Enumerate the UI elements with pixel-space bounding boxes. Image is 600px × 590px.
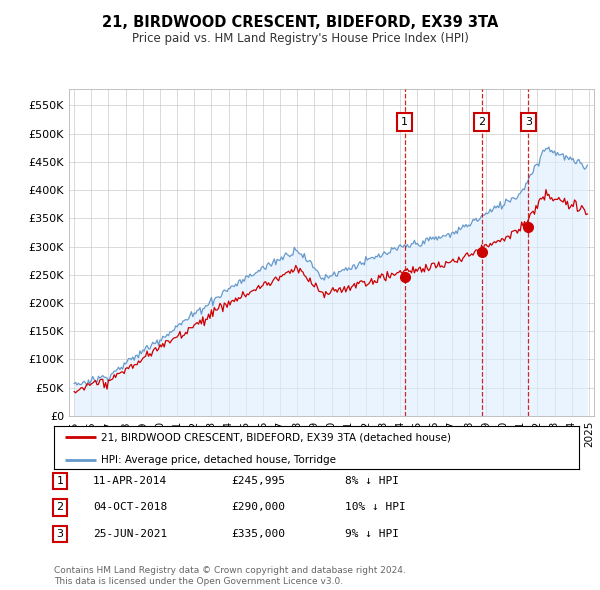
Text: 25-JUN-2021: 25-JUN-2021 (93, 529, 167, 539)
Text: 10% ↓ HPI: 10% ↓ HPI (345, 503, 406, 512)
Text: 3: 3 (56, 529, 64, 539)
Text: 1: 1 (401, 117, 408, 127)
Text: 8% ↓ HPI: 8% ↓ HPI (345, 476, 399, 486)
Text: 2: 2 (478, 117, 485, 127)
Text: 04-OCT-2018: 04-OCT-2018 (93, 503, 167, 512)
Text: 21, BIRDWOOD CRESCENT, BIDEFORD, EX39 3TA (detached house): 21, BIRDWOOD CRESCENT, BIDEFORD, EX39 3T… (101, 432, 451, 442)
Text: 1: 1 (56, 476, 64, 486)
Text: 2: 2 (56, 503, 64, 512)
Text: £335,000: £335,000 (231, 529, 285, 539)
Text: 9% ↓ HPI: 9% ↓ HPI (345, 529, 399, 539)
Text: £245,995: £245,995 (231, 476, 285, 486)
Text: HPI: Average price, detached house, Torridge: HPI: Average price, detached house, Torr… (101, 454, 336, 464)
Text: £290,000: £290,000 (231, 503, 285, 512)
Text: 11-APR-2014: 11-APR-2014 (93, 476, 167, 486)
Text: 3: 3 (525, 117, 532, 127)
Text: Price paid vs. HM Land Registry's House Price Index (HPI): Price paid vs. HM Land Registry's House … (131, 32, 469, 45)
Text: Contains HM Land Registry data © Crown copyright and database right 2024.
This d: Contains HM Land Registry data © Crown c… (54, 566, 406, 586)
Text: 21, BIRDWOOD CRESCENT, BIDEFORD, EX39 3TA: 21, BIRDWOOD CRESCENT, BIDEFORD, EX39 3T… (102, 15, 498, 30)
